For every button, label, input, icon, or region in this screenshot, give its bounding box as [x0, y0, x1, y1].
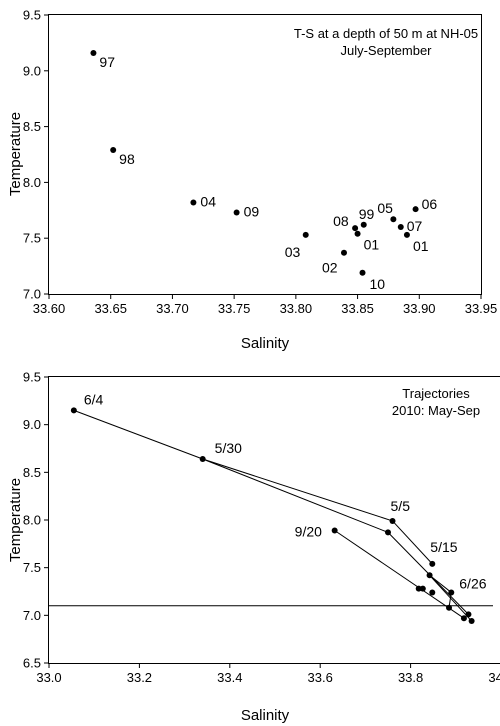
data-point: [446, 604, 453, 611]
data-point: [429, 560, 436, 567]
x-tick-label: 33.65: [94, 301, 127, 316]
data-point: [352, 225, 359, 232]
data-point: [354, 230, 361, 237]
trajectory-segment: [202, 458, 393, 522]
y-tick-label: 9.0: [23, 63, 41, 78]
trajectory-segment: [429, 574, 452, 593]
y-tick-label: 7.0: [23, 287, 41, 302]
point-label: 05: [377, 200, 393, 216]
x-tick-label: 33.8: [398, 670, 423, 685]
x-tick-label: 33.60: [33, 301, 66, 316]
data-point: [403, 231, 410, 238]
point-label: 03: [285, 244, 301, 260]
date-label: 9/20: [295, 523, 322, 539]
y-tick-label: 8.5: [23, 119, 41, 134]
point-label: 98: [119, 151, 135, 167]
point-label: 02: [322, 260, 338, 276]
trajectory-segment: [334, 530, 465, 619]
x-tick-label: 33.80: [280, 301, 313, 316]
annotation-line-1: Trajectories: [402, 386, 470, 401]
data-point: [460, 615, 467, 622]
data-point: [468, 618, 475, 625]
x-tick-label: 33.70: [156, 301, 189, 316]
y-axis-title: Temperature: [7, 112, 24, 196]
data-point: [70, 407, 77, 414]
point-label: 10: [370, 276, 386, 292]
data-point: [419, 585, 426, 592]
point-label: 04: [200, 193, 216, 209]
x-tick-label: 33.95: [465, 301, 498, 316]
data-point: [233, 209, 240, 216]
annotation-line-1: T-S at a depth of 50 m at NH-05: [294, 26, 478, 41]
trajectory-chart: 6/4 5/30 5/5 9/20 5/15 6/26 33.0 33.2 33.4 33.6 3…: [7, 370, 500, 724]
data-point: [426, 572, 433, 579]
y-tick-label: 9.0: [23, 417, 41, 432]
x-axis-title: Salinity: [241, 707, 290, 724]
y-tick-label: 8.5: [23, 465, 41, 480]
data-point: [448, 589, 455, 596]
data-point: [340, 249, 347, 256]
x-tick-label: 33.90: [403, 301, 436, 316]
x-tick-label: 33.75: [218, 301, 251, 316]
data-point: [397, 224, 404, 231]
point-label: 01: [364, 237, 380, 253]
y-tick-label: 9.5: [23, 8, 41, 23]
data-point: [302, 231, 309, 238]
date-label: 5/30: [215, 440, 242, 456]
plot-frame: [48, 14, 482, 295]
data-point: [385, 529, 391, 536]
annotation-line-2: July-September: [340, 43, 432, 58]
point-label: 99: [359, 206, 375, 222]
x-axis-title: Salinity: [241, 335, 290, 352]
data-point: [359, 269, 366, 276]
trajectory-segment: [202, 458, 389, 533]
point-label: 08: [333, 213, 349, 229]
y-tick-label: 8.0: [23, 175, 41, 190]
date-label: 5/15: [430, 539, 457, 555]
point-label: 06: [422, 196, 438, 212]
point-label: 97: [99, 54, 115, 70]
y-tick-label: 9.5: [23, 370, 41, 385]
data-point: [90, 49, 97, 56]
x-tick-label: 33.6: [308, 670, 333, 685]
data-point: [190, 199, 197, 206]
point-label: 01: [413, 238, 429, 254]
x-tick-label: 33.2: [127, 670, 152, 685]
y-tick-label: 7.5: [23, 560, 41, 575]
point-label: 09: [244, 204, 260, 220]
y-tick-label: 6.5: [23, 656, 41, 671]
date-label: 6/4: [84, 391, 104, 407]
data-point: [199, 455, 206, 462]
trajectory-segment: [392, 520, 433, 565]
x-tick-label: 33.4: [217, 670, 242, 685]
data-point: [465, 611, 472, 618]
y-axis-title: Temperature: [7, 478, 24, 562]
data-point: [389, 517, 396, 524]
date-label: 5/5: [391, 498, 411, 514]
x-tick-label: 33.85: [341, 301, 374, 316]
x-tick-label: 34.0: [488, 670, 500, 685]
trajectory-segment: [73, 409, 203, 460]
x-tick-label: 33.0: [36, 670, 61, 685]
data-point: [429, 589, 436, 596]
point-label: 07: [407, 218, 423, 234]
ts-scatter-chart: 97 98 04 09 03 02 10 08 01 99 05 07 01 06 33.60 33.65 3…: [7, 8, 498, 353]
data-point: [412, 206, 419, 213]
y-tick-label: 7.0: [23, 608, 41, 623]
data-point: [110, 147, 117, 154]
y-tick-label: 7.5: [23, 231, 41, 246]
annotation-line-2: 2010: May-Sep: [392, 403, 480, 418]
data-point: [360, 221, 367, 228]
data-point: [331, 527, 338, 534]
plot-frame: [48, 376, 500, 664]
date-label: 6/26: [459, 575, 486, 591]
data-point: [390, 216, 397, 223]
y-tick-label: 8.0: [23, 513, 41, 528]
